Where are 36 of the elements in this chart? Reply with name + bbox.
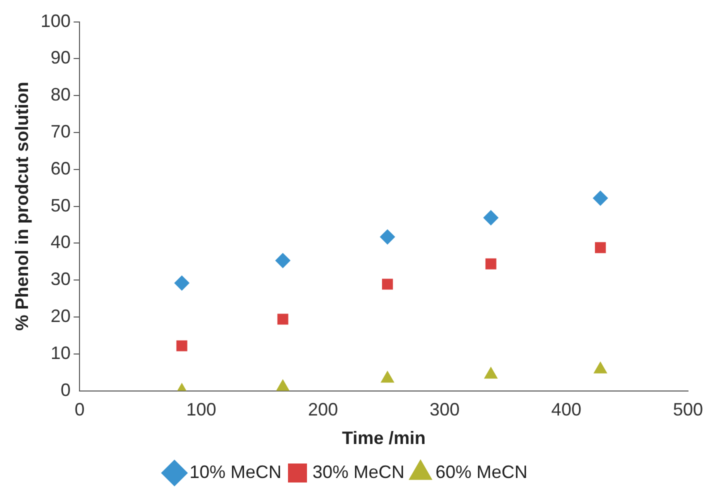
- legend-label: 60% MeCN: [436, 462, 528, 482]
- y-tick-label: 40: [50, 232, 71, 252]
- point: [275, 253, 290, 268]
- y-tick-label: 100: [40, 10, 71, 31]
- point: [594, 362, 607, 374]
- point: [174, 276, 190, 291]
- x-tick-label: 200: [308, 400, 338, 420]
- legend-label: 10% MeCN: [189, 462, 282, 482]
- point: [594, 242, 606, 254]
- x-axis-title: Time /min: [342, 428, 426, 448]
- x-tick-label: 400: [551, 400, 582, 420]
- point: [277, 314, 288, 325]
- y-tick-label: 50: [50, 195, 71, 216]
- y-tick-label: 80: [50, 84, 71, 105]
- point: [380, 229, 395, 244]
- y-tick-label: 10: [50, 342, 71, 363]
- point: [380, 371, 394, 383]
- point: [484, 367, 498, 379]
- y-tick-label: 90: [50, 48, 71, 68]
- x-tick-label: 300: [430, 400, 460, 420]
- y-tick-label: 30: [50, 269, 71, 290]
- y-tick-label: 70: [50, 121, 71, 142]
- y-axis-title: % Phenol in prodcut solution: [12, 82, 32, 331]
- y-tick-label: 0: [60, 380, 71, 400]
- point: [592, 190, 608, 206]
- point: [176, 340, 188, 352]
- y-tick-label: 60: [50, 158, 71, 178]
- point: [483, 210, 498, 226]
- legend-label: 30% MeCN: [312, 462, 405, 482]
- y-tick-label: 20: [50, 306, 71, 326]
- point: [276, 380, 290, 391]
- point: [485, 258, 496, 270]
- x-tick-label: 0: [74, 400, 85, 420]
- point: [382, 278, 393, 290]
- x-tick-label: 100: [186, 400, 216, 420]
- x-tick-label: 500: [672, 400, 704, 420]
